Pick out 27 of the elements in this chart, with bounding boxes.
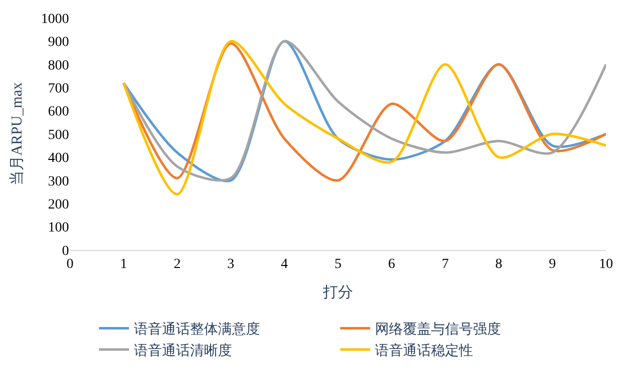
x-tick-label: 1 — [120, 256, 128, 272]
y-tick-label: 800 — [48, 58, 69, 74]
y-tick-label: 400 — [48, 151, 69, 166]
x-tick-label: 5 — [334, 256, 342, 272]
x-tick-label: 10 — [599, 256, 613, 272]
x-tick-label: 2 — [174, 256, 181, 272]
y-tick-label: 200 — [48, 198, 69, 212]
x-tick-label: 4 — [280, 256, 288, 272]
x-tick-label: 6 — [388, 256, 396, 272]
y-tick-label: 900 — [48, 35, 69, 50]
x-tick-label: 9 — [548, 256, 556, 272]
y-tick-label: 500 — [48, 128, 69, 143]
legend-label: 语音通话稳定性 — [375, 342, 474, 359]
x-axis-title: 打分 — [322, 284, 353, 301]
legend-label: 网络覆盖与信号强度 — [375, 322, 502, 338]
legend-label: 语音通话清晰度 — [134, 342, 232, 359]
y-tick-label: 300 — [48, 174, 69, 190]
y-tick-label: 700 — [48, 82, 69, 96]
y-tick-label: 0 — [62, 244, 69, 259]
y-tick-label: 100 — [48, 220, 69, 236]
x-tick-label: 8 — [495, 256, 502, 272]
x-tick-label: 3 — [227, 256, 234, 272]
y-tick-label: 600 — [48, 104, 69, 120]
y-tick-label: 1000 — [41, 12, 69, 27]
x-tick-label: 7 — [442, 256, 449, 272]
legend-label: 语音通话整体满意度 — [134, 322, 260, 338]
y-axis-title: 当月ARPU_max — [8, 82, 26, 186]
